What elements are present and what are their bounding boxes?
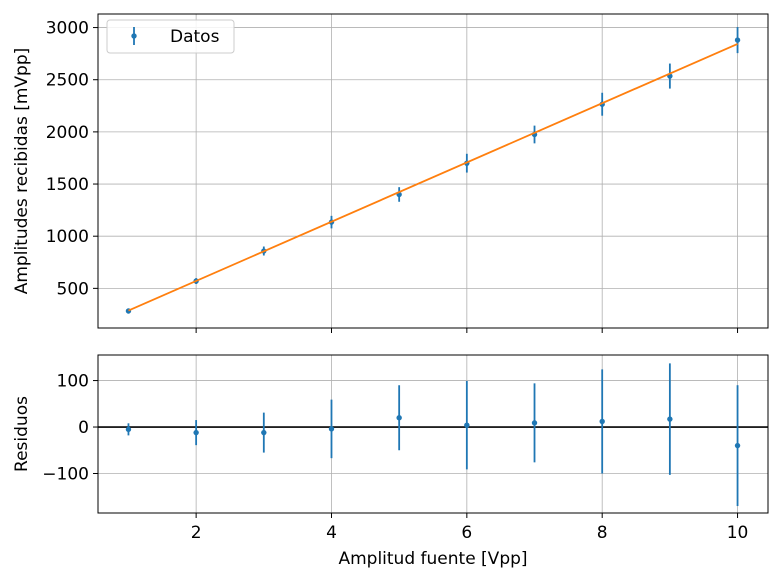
y-tick-label: 2500: [46, 71, 89, 91]
y-tick-label: −100: [42, 465, 89, 485]
y-tick-label: 1000: [46, 227, 89, 247]
y-axis-label: Residuos: [12, 396, 32, 472]
legend-box: [106, 19, 235, 54]
data-point: [464, 422, 470, 428]
x-tick-label: 6: [461, 523, 472, 543]
data-point: [125, 426, 132, 433]
plot-frame: [97, 354, 769, 514]
data-point: [734, 37, 741, 43]
top-panel: 500 1000 1500 2000 2500 3000 Amplitudes recibi…: [12, 13, 769, 333]
data-point: [599, 418, 605, 425]
y-tick-label: 1500: [46, 175, 89, 195]
bottom-panel: −100 0 100 2 4 6 8 10 Residuos Amplitud fuente [V…: [12, 354, 769, 569]
y-axis-label: Amplitudes recibidas [mVpp]: [12, 48, 32, 295]
data-point: [193, 429, 199, 436]
plot-frame: [97, 13, 769, 329]
legend-label: Datos: [170, 27, 220, 47]
y-tick-label: 2000: [46, 123, 89, 143]
data-point: [531, 420, 538, 426]
x-tick-label: 8: [597, 523, 608, 543]
data-point: [734, 442, 741, 449]
legend: Datos: [106, 19, 235, 54]
y-tick-label: 0: [78, 418, 89, 438]
x-tick-label: 2: [191, 523, 202, 543]
y-tick-label: 3000: [46, 19, 89, 39]
x-tick-label: 4: [326, 523, 337, 543]
x-tick-label: 10: [727, 523, 749, 543]
data-point: [261, 429, 267, 436]
data-point: [667, 416, 673, 422]
x-axis-label: Amplitud fuente [Vpp]: [338, 549, 527, 569]
data-point: [328, 426, 335, 432]
fit-line: [128, 43, 738, 312]
y-tick-label: 500: [57, 279, 89, 299]
legend-marker-point: [131, 33, 137, 39]
data-point: [396, 415, 402, 421]
y-tick-label: 100: [57, 372, 89, 392]
